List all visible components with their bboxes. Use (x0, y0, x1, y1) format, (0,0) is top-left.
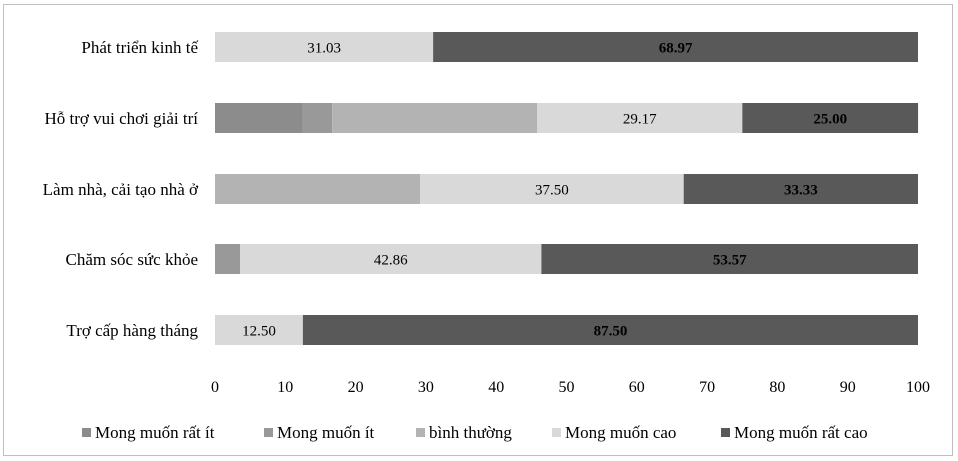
data-label-phat-trien-kinh-te-mong-muon-rat-cao: 68.97 (659, 41, 693, 57)
data-label-ho-tro-vui-choi-giai-tri-mong-muon-cao: 29.17 (623, 112, 657, 128)
x-tick-label-50: 50 (559, 379, 575, 396)
legend-label-mong-muon-it: Mong muốn ít (277, 423, 375, 442)
data-label-cham-soc-suc-khoe-mong-muon-cao: 42.86 (374, 253, 408, 269)
bar-ho-tro-vui-choi-giai-tri-mong-muon-it (302, 103, 333, 133)
bar-cham-soc-suc-khoe-mong-muon-it (215, 244, 241, 274)
legend-label-mong-muon-rat-cao: Mong muốn rất cao (734, 423, 868, 442)
category-label-cham-soc-suc-khoe: Chăm sóc sức khỏe (66, 250, 198, 269)
bar-lam-nha-cai-tao-nha-o-mong-muon-rat-cao (683, 174, 918, 204)
x-tick-label-10: 10 (277, 379, 293, 396)
x-tick-label-60: 60 (629, 379, 645, 396)
data-label-tro-cap-hang-thang-mong-muon-cao: 12.50 (242, 324, 276, 340)
data-label-phat-trien-kinh-te-mong-muon-cao: 31.03 (307, 41, 341, 57)
x-tick-label-80: 80 (769, 379, 785, 396)
category-label-phat-trien-kinh-te: Phát triển kinh tế (81, 38, 198, 57)
data-label-lam-nha-cai-tao-nha-o-mong-muon-cao: 37.50 (535, 183, 569, 199)
bar-cham-soc-suc-khoe-mong-muon-rat-cao (541, 244, 918, 274)
bar-tro-cap-hang-thang-mong-muon-rat-cao (302, 315, 918, 345)
legend-swatch-mong-muon-it (264, 428, 273, 437)
data-label-ho-tro-vui-choi-giai-tri-mong-muon-rat-cao: 25.00 (813, 112, 847, 128)
bar-ho-tro-vui-choi-giai-tri-mong-muon-cao (537, 103, 743, 133)
legend-swatch-binh-thuong (416, 428, 425, 437)
data-label-lam-nha-cai-tao-nha-o-mong-muon-rat-cao: 33.33 (784, 183, 818, 199)
x-tick-label-100: 100 (906, 379, 930, 396)
legend-swatch-mong-muon-rat-cao (721, 428, 730, 437)
data-label-cham-soc-suc-khoe-mong-muon-rat-cao: 53.57 (713, 253, 747, 269)
legend-swatch-mong-muon-cao (552, 428, 561, 437)
x-tick-label-0: 0 (211, 379, 219, 396)
bar-ho-tro-vui-choi-giai-tri-mong-muon-rat-cao (742, 103, 919, 133)
x-tick-label-30: 30 (418, 379, 434, 396)
chart-frame (3, 4, 953, 456)
x-tick-label-20: 20 (348, 379, 364, 396)
bar-tro-cap-hang-thang-mong-muon-cao (215, 315, 303, 345)
bar-phat-trien-kinh-te-mong-muon-rat-cao (433, 32, 918, 62)
bar-lam-nha-cai-tao-nha-o-binh-thuong (215, 174, 421, 204)
category-label-lam-nha-cai-tao-nha-o: Làm nhà, cải tạo nhà ở (43, 180, 199, 199)
bar-ho-tro-vui-choi-giai-tri-binh-thuong (332, 103, 538, 133)
x-tick-label-90: 90 (840, 379, 856, 396)
legend-swatch-mong-muon-rat-it (82, 428, 91, 437)
x-tick-label-40: 40 (488, 379, 504, 396)
legend-label-mong-muon-cao: Mong muốn cao (565, 423, 676, 442)
data-label-tro-cap-hang-thang-mong-muon-rat-cao: 87.50 (594, 324, 628, 340)
category-label-ho-tro-vui-choi-giai-tri: Hỗ trợ vui chơi giải trí (45, 109, 199, 128)
category-label-tro-cap-hang-thang: Trợ cấp hàng tháng (66, 321, 198, 340)
bar-phat-trien-kinh-te-mong-muon-cao (215, 32, 434, 62)
bar-ho-tro-vui-choi-giai-tri-mong-muon-rat-it (215, 103, 303, 133)
legend-label-binh-thuong: bình thường (429, 423, 512, 442)
legend-label-mong-muon-rat-it: Mong muốn rất ít (95, 423, 215, 442)
x-tick-label-70: 70 (699, 379, 715, 396)
bar-lam-nha-cai-tao-nha-o-mong-muon-cao (420, 174, 684, 204)
bar-cham-soc-suc-khoe-mong-muon-cao (240, 244, 542, 274)
